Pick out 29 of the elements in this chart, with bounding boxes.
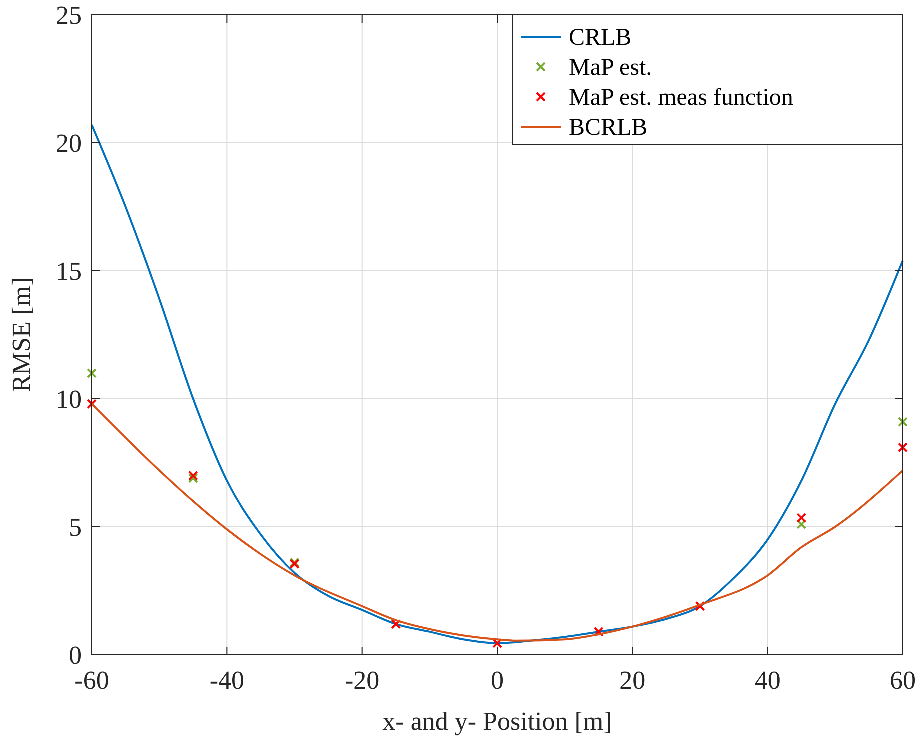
point [898, 442, 908, 453]
point [391, 619, 402, 630]
point [594, 626, 604, 637]
x-tick-label: 20 [620, 666, 646, 695]
y-tick-label: 15 [56, 257, 82, 286]
point [188, 470, 198, 481]
y-axis-title: RMSE [m] [7, 278, 36, 392]
point [492, 638, 502, 648]
x-tick-label: 60 [890, 666, 916, 695]
point [796, 519, 807, 530]
legend-label: MaP est. [569, 55, 652, 81]
y-tick-label: 25 [56, 1, 82, 30]
y-tick-label: 20 [56, 129, 82, 158]
x-tick-label: -40 [210, 666, 245, 695]
x-tick-label: 0 [491, 666, 504, 695]
line-series [91, 403, 904, 642]
point [87, 368, 97, 378]
x-tick-label: -20 [344, 666, 380, 695]
legend-label: MaP est. meas function [569, 85, 794, 111]
x-tick-label: 40 [754, 666, 781, 695]
point [695, 601, 706, 612]
y-tick-label: 5 [69, 513, 82, 542]
point [188, 473, 198, 484]
legend-label: BCRLB [569, 115, 648, 141]
y-tick-label: 10 [56, 385, 82, 414]
legend-label: CRLB [569, 25, 632, 51]
point [796, 513, 807, 524]
point [898, 417, 908, 428]
x-axis-title: x- and y- Position [m] [382, 707, 612, 736]
